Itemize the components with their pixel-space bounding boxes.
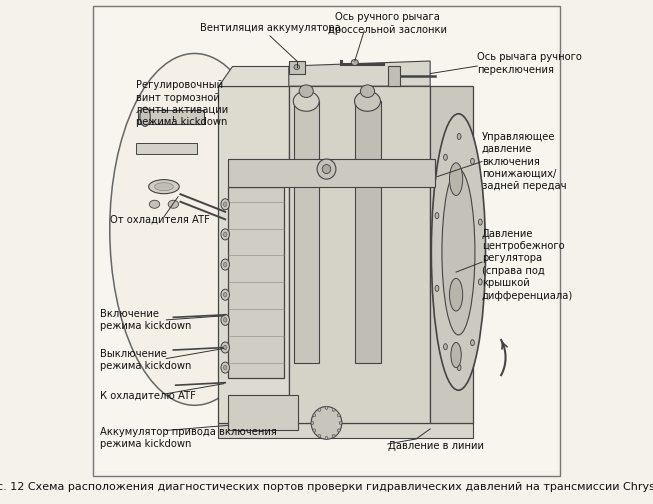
Polygon shape (218, 423, 473, 438)
Ellipse shape (457, 364, 461, 370)
FancyBboxPatch shape (289, 61, 306, 74)
Ellipse shape (221, 229, 229, 240)
Text: Ось рычага ручного
переключения: Ось рычага ручного переключения (477, 52, 582, 75)
Polygon shape (218, 66, 289, 86)
Text: Выключение
режима kickdown: Выключение режима kickdown (101, 349, 192, 371)
Polygon shape (430, 86, 473, 423)
Text: Давление в линии: Давление в линии (388, 440, 484, 451)
Ellipse shape (110, 53, 279, 405)
Ellipse shape (338, 429, 340, 432)
Ellipse shape (140, 107, 150, 127)
Ellipse shape (294, 65, 300, 70)
Text: Управляющее
давление
включения
понижающих/
задней передач: Управляющее давление включения понижающи… (482, 132, 567, 192)
FancyBboxPatch shape (95, 8, 558, 471)
FancyBboxPatch shape (227, 186, 284, 377)
Ellipse shape (317, 159, 336, 179)
Ellipse shape (325, 436, 328, 439)
Text: Давление
центробежного
регулятора
(справа под
крышкой
дифференциала): Давление центробежного регулятора (справ… (482, 228, 573, 300)
FancyBboxPatch shape (136, 143, 197, 154)
Ellipse shape (325, 406, 328, 409)
Ellipse shape (223, 232, 227, 237)
FancyBboxPatch shape (93, 6, 560, 476)
Polygon shape (218, 86, 289, 423)
Ellipse shape (332, 434, 335, 437)
Polygon shape (289, 86, 430, 423)
Ellipse shape (479, 219, 482, 225)
Text: Вентиляция аккумулятора: Вентиляция аккумулятора (200, 23, 340, 33)
Ellipse shape (313, 429, 315, 432)
Text: Регулировочный
винт тормозной
ленты активации
режима kickdown: Регулировочный винт тормозной ленты акти… (136, 80, 228, 128)
Ellipse shape (443, 154, 447, 160)
FancyBboxPatch shape (227, 395, 298, 430)
FancyBboxPatch shape (355, 101, 381, 362)
Ellipse shape (457, 134, 461, 140)
Ellipse shape (221, 259, 229, 270)
Ellipse shape (323, 164, 330, 173)
Text: Рис. 12 Схема расположения диагностических портов проверки гидравлических давлен: Рис. 12 Схема расположения диагностическ… (0, 482, 653, 492)
Ellipse shape (435, 213, 439, 219)
Ellipse shape (351, 59, 358, 66)
Ellipse shape (299, 85, 313, 97)
Ellipse shape (223, 318, 227, 322)
Ellipse shape (221, 342, 229, 353)
Text: К охладителю ATF: К охладителю ATF (101, 390, 196, 400)
Ellipse shape (223, 292, 227, 297)
Ellipse shape (442, 169, 475, 335)
Ellipse shape (168, 200, 178, 208)
Ellipse shape (221, 314, 229, 326)
Ellipse shape (435, 285, 439, 291)
Ellipse shape (471, 158, 474, 164)
Ellipse shape (318, 408, 321, 411)
FancyBboxPatch shape (388, 66, 400, 86)
Ellipse shape (223, 202, 227, 207)
Text: Аккумулятор привода включения
режима kickdown: Аккумулятор привода включения режима kic… (101, 427, 278, 449)
Ellipse shape (313, 414, 315, 417)
Ellipse shape (293, 91, 319, 111)
Ellipse shape (149, 179, 180, 194)
Ellipse shape (432, 114, 486, 390)
FancyBboxPatch shape (293, 101, 319, 362)
Ellipse shape (311, 421, 314, 424)
Ellipse shape (449, 163, 463, 196)
Ellipse shape (221, 362, 229, 373)
Ellipse shape (443, 344, 447, 350)
Ellipse shape (449, 278, 463, 311)
Ellipse shape (221, 199, 229, 210)
Ellipse shape (339, 421, 342, 424)
FancyBboxPatch shape (227, 159, 435, 186)
Ellipse shape (155, 182, 173, 191)
Ellipse shape (223, 262, 227, 267)
Ellipse shape (221, 289, 229, 300)
Ellipse shape (223, 365, 227, 370)
Text: Ось ручного рычага
дроссельной заслонки: Ось ручного рычага дроссельной заслонки (328, 12, 447, 34)
Ellipse shape (338, 414, 340, 417)
Ellipse shape (150, 200, 160, 208)
Ellipse shape (223, 345, 227, 350)
Text: Включение
режима kickdown: Включение режима kickdown (101, 308, 192, 331)
Ellipse shape (471, 340, 474, 346)
Text: От охладителя ATF: От охладителя ATF (110, 214, 210, 224)
Ellipse shape (479, 279, 482, 285)
FancyBboxPatch shape (138, 110, 204, 124)
Polygon shape (289, 61, 430, 86)
Ellipse shape (451, 343, 461, 367)
Ellipse shape (360, 85, 375, 97)
Ellipse shape (318, 434, 321, 437)
Ellipse shape (311, 407, 342, 439)
Ellipse shape (355, 91, 381, 111)
Ellipse shape (332, 408, 335, 411)
